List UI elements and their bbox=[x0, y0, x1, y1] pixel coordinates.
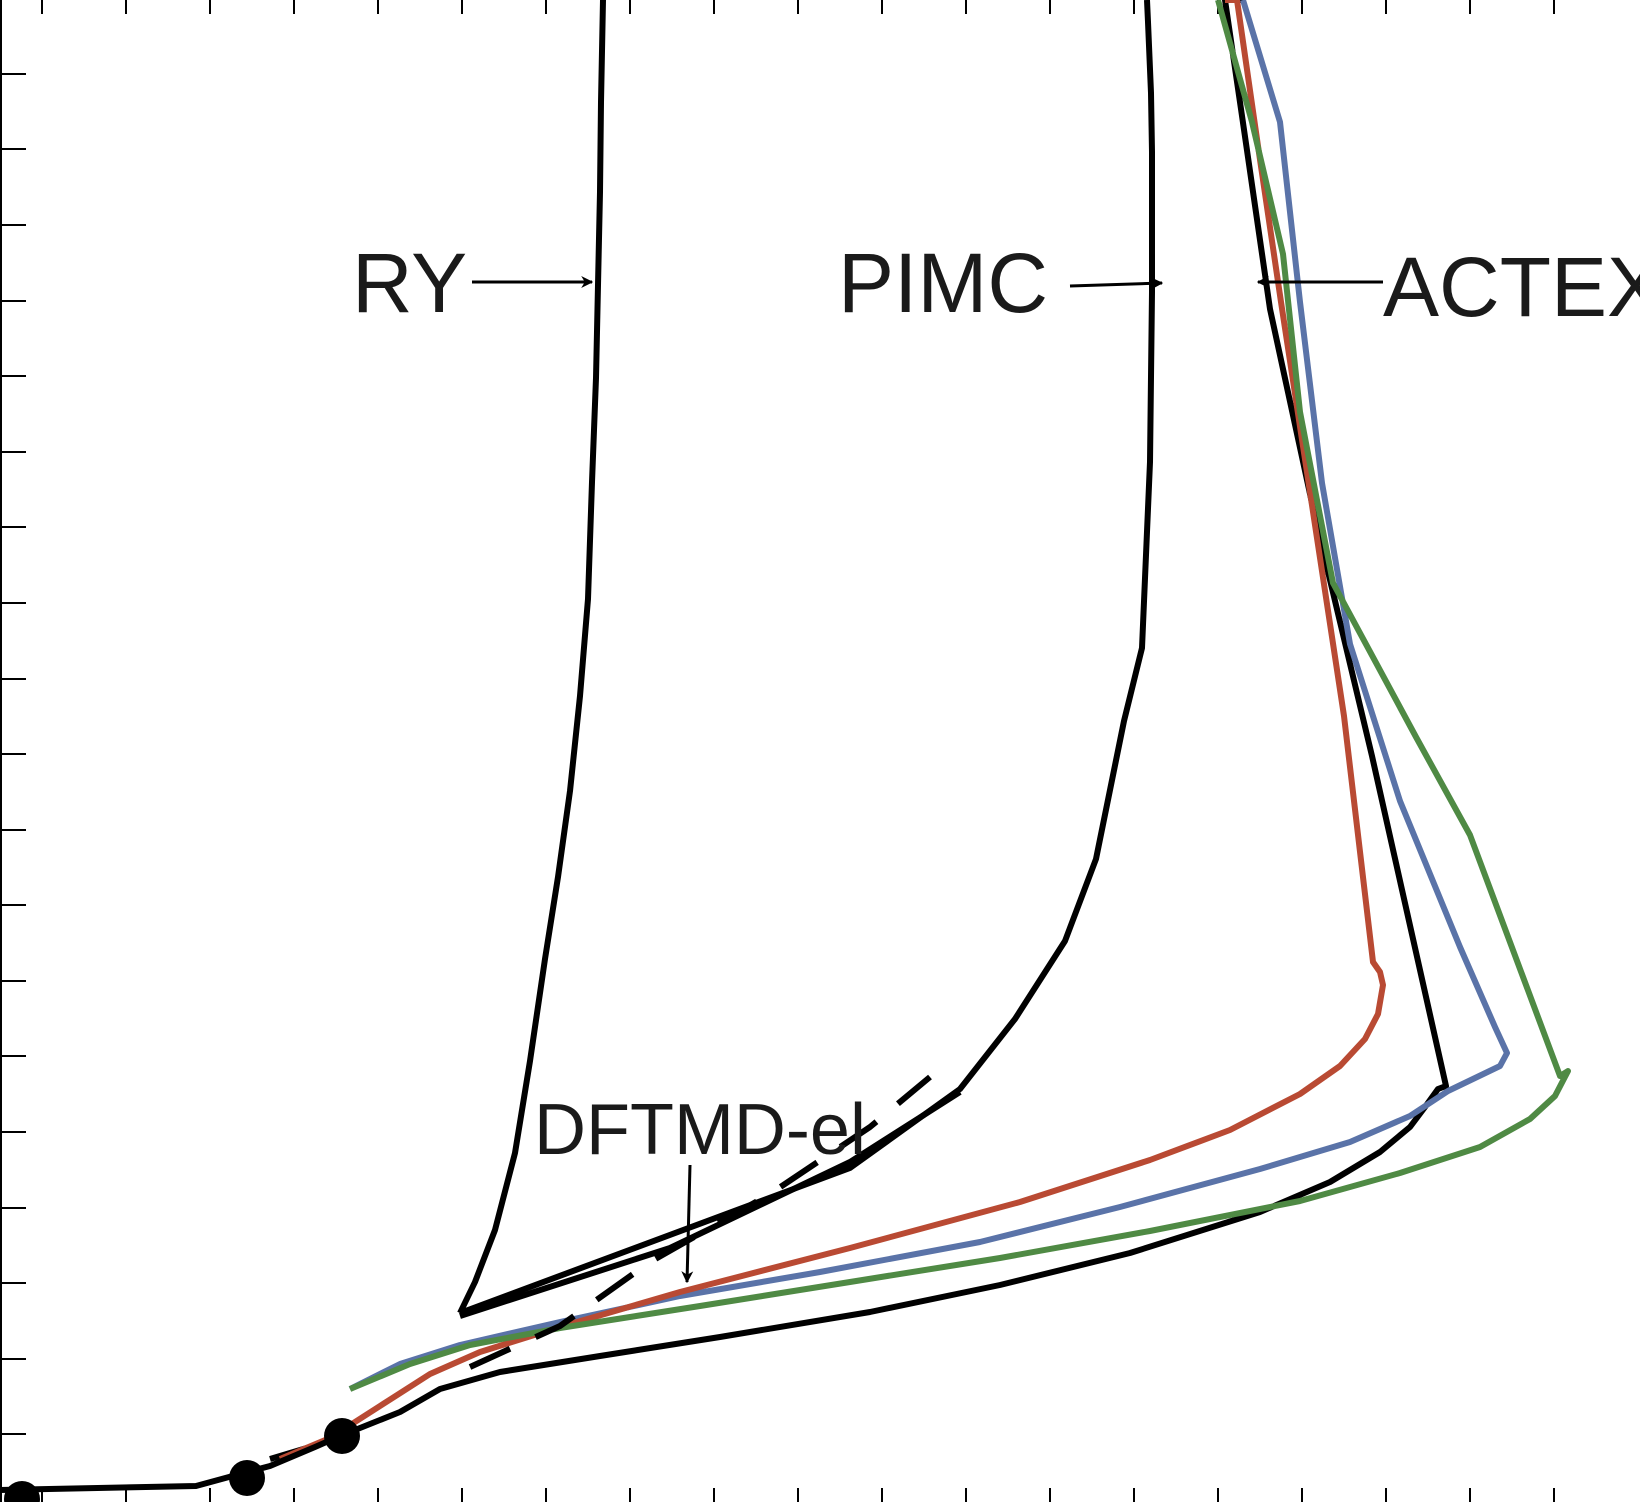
series-line-low-segment bbox=[0, 1433, 342, 1493]
ry-label: RY bbox=[352, 236, 467, 330]
data-point bbox=[229, 1460, 265, 1496]
series-line-ry bbox=[457, 0, 606, 1315]
dftmd-arrow bbox=[681, 1164, 694, 1284]
series-line-red bbox=[278, 0, 1386, 1462]
pimc-arrow bbox=[1069, 277, 1164, 290]
axis-ticks bbox=[0, 0, 1555, 1502]
dftmd-label: DFTMD-el bbox=[534, 1090, 866, 1170]
actex-label: ACTEX bbox=[1383, 240, 1640, 334]
data-point bbox=[324, 1418, 360, 1454]
series-line-dftmd-solid bbox=[459, 1089, 962, 1319]
series-line-dftmd-dashed bbox=[468, 1074, 932, 1370]
points-layer bbox=[4, 1418, 360, 1502]
series-line-green bbox=[348, 0, 1571, 1392]
pimc-label: PIMC bbox=[838, 236, 1048, 330]
data-point bbox=[4, 1481, 40, 1502]
series-line-pimc bbox=[458, 0, 1155, 1316]
series-layer bbox=[0, 0, 1571, 1493]
